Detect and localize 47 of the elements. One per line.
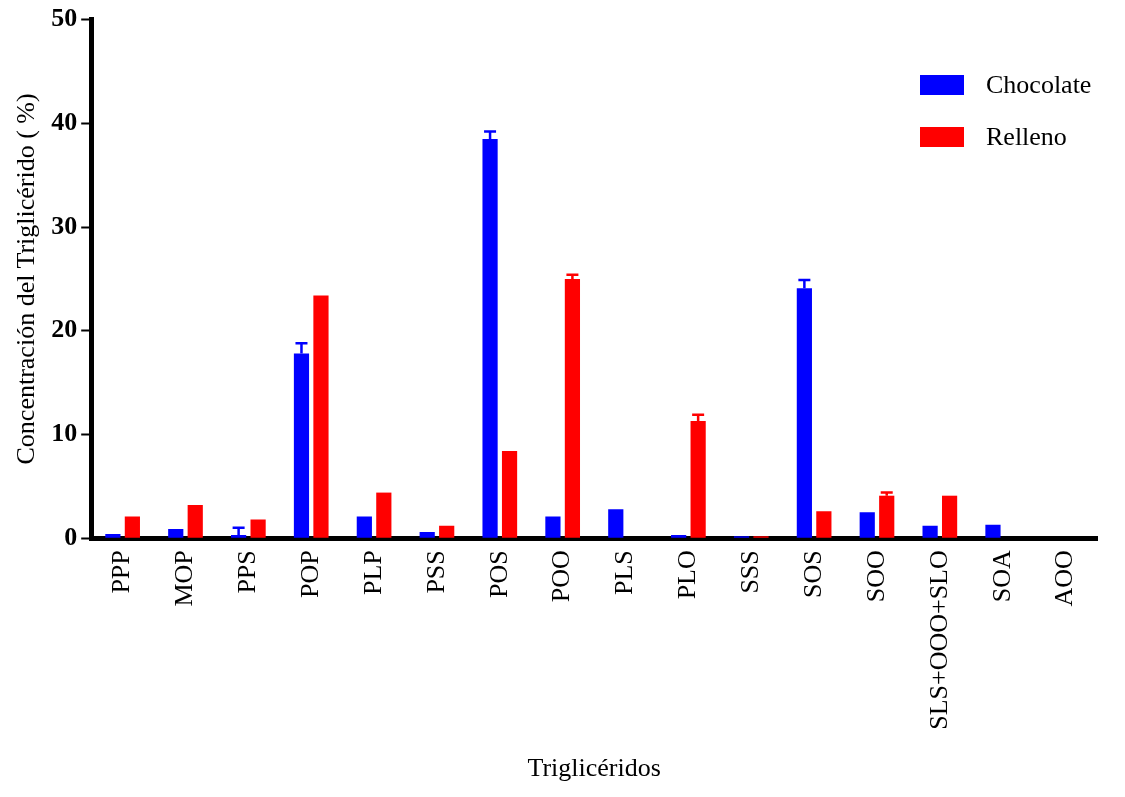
x-tick-label: PLP [357, 550, 387, 596]
bar [608, 509, 624, 538]
bar [168, 528, 184, 538]
x-tick-label: SSS [735, 550, 765, 594]
y-tick-label: 0 [64, 521, 78, 551]
x-tick-label: PSS [420, 550, 450, 594]
x-tick-label: PLS [609, 550, 639, 596]
bar [816, 511, 832, 538]
x-tick-label: POO [546, 550, 576, 603]
bar [985, 524, 1001, 538]
x-tick-label: POS [483, 550, 513, 598]
y-tick-label: 20 [51, 314, 78, 344]
bar [313, 295, 329, 538]
x-axis-title: Triglicéridos [527, 753, 661, 783]
bar [439, 525, 455, 538]
bar [376, 492, 392, 538]
x-tick-label: SOA [986, 550, 1016, 603]
y-tick-label: 50 [51, 3, 78, 33]
y-tick-label: 40 [51, 107, 78, 137]
y-tick-label: 30 [51, 210, 78, 240]
x-tick-label: MOP [169, 550, 199, 607]
bar [879, 495, 895, 538]
x-tick-label: SOS [797, 550, 827, 598]
legend-label: Chocolate [986, 70, 1092, 100]
bar [419, 532, 435, 538]
bar [105, 534, 121, 538]
x-tick-label: SOO [860, 550, 890, 603]
legend-label: Relleno [986, 122, 1067, 152]
bar [941, 495, 958, 538]
bar [545, 516, 561, 538]
bar [922, 525, 938, 538]
y-axis-title: Concentración del Triglicérido ( %) [11, 93, 41, 465]
bar [356, 516, 372, 538]
x-tick-label: AOO [1049, 550, 1079, 607]
bar [671, 535, 687, 538]
x-tick-label: PPS [232, 550, 262, 594]
bar [124, 516, 140, 538]
bar [564, 278, 581, 538]
x-tick-label: SLS+OOO+SLO [923, 550, 953, 730]
bar [187, 505, 203, 538]
x-tick-label: PPP [106, 550, 136, 594]
x-tick-label: PLO [672, 550, 702, 600]
y-tick-label: 10 [51, 418, 78, 448]
bar [501, 451, 518, 538]
x-tick-label: POP [295, 550, 325, 598]
bar [250, 519, 266, 538]
bar [859, 512, 875, 538]
